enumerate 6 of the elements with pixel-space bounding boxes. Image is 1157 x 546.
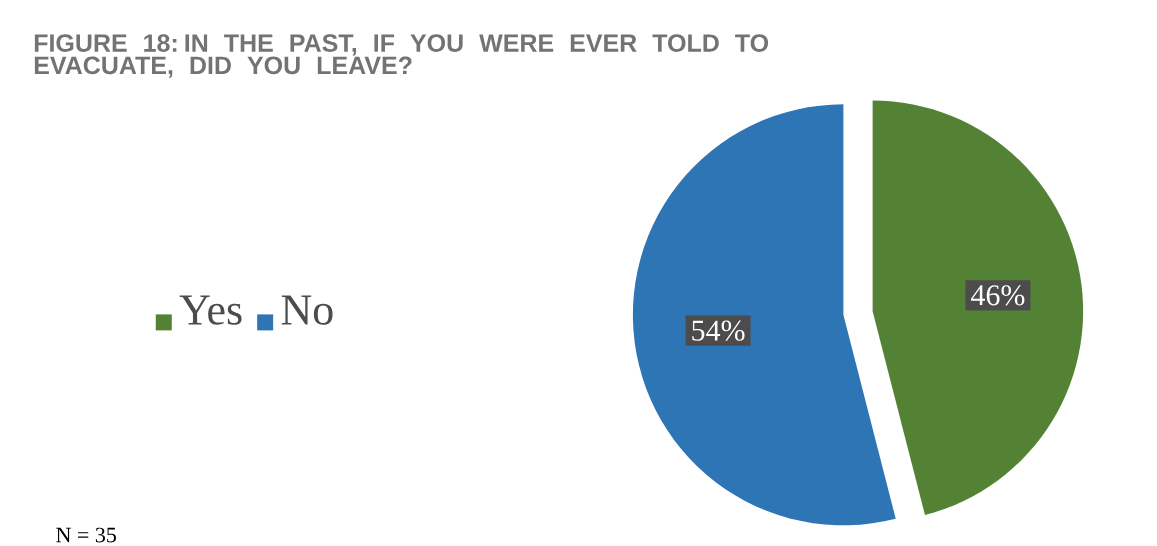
data-label: 46% [971, 285, 1025, 306]
legend-label: Yes [179, 295, 242, 325]
data-label: 54% [692, 320, 745, 341]
chart-title: FIGURE 18: IN THE PAST, IF YOU WERE EVER TOLD TO EVACUATE, DID YOU LEAVE? [34, 34, 769, 78]
text: N = 35 [56, 527, 116, 543]
legend-label: No [281, 295, 333, 325]
